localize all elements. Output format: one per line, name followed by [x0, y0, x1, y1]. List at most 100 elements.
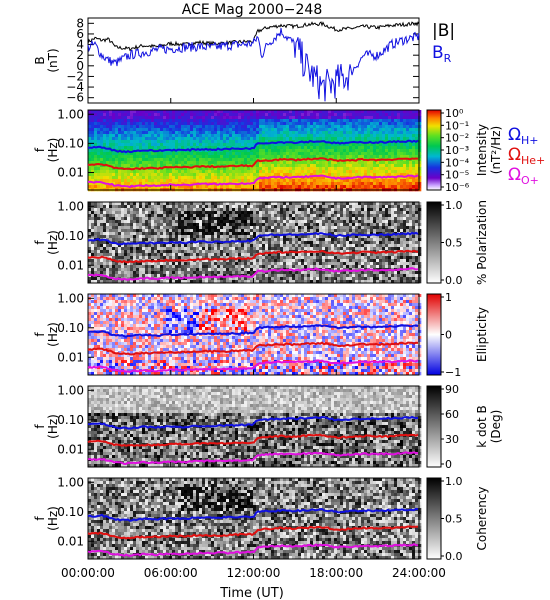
colorbar-tick-label: 10⁻²: [445, 132, 469, 145]
y-tick-label: 1.00: [57, 107, 84, 121]
y-tick-label: 0.10: [57, 136, 84, 150]
y-tick-label: 1.00: [57, 475, 84, 489]
he-plus-gyrofrequency-line: [87, 249, 419, 264]
y-tick-label: 0.10: [57, 505, 84, 519]
colorbar-tick-label: 0.5: [445, 237, 463, 250]
o-plus-gyrofrequency-line: [87, 174, 419, 189]
colorbar-label: Ellipticity: [475, 307, 489, 362]
legend-radial-field-sub: R: [444, 52, 452, 65]
colorbar-tick-label: 10⁻⁴: [445, 156, 470, 169]
y-tick-label: 0.01: [57, 350, 84, 364]
y-tick-label: 0.01: [57, 442, 84, 456]
colorbar-tick-label: 0.0: [445, 550, 463, 563]
series-radial-field-line: [87, 28, 420, 102]
colorbar-tick-label: 10⁻¹: [445, 119, 469, 132]
x-tick-label: 06:00:00: [144, 566, 198, 580]
y-axis-label: f: [33, 424, 47, 429]
panel-coherency: 1.00 0.10 0.01 f (Hz) 1.0 0.5 0.0 Coherency: [33, 475, 489, 563]
panel-polarization: 1.00 0.10 0.01 f (Hz) 1.0 0.5 0.0 % Polarization: [33, 199, 489, 287]
colorbar-tick-label: 0.0: [445, 274, 463, 287]
y-tick-label: 6: [76, 27, 84, 41]
colorbar-ramp: [426, 109, 442, 191]
colorbar-ramp: [426, 293, 442, 376]
colorbar: 1.0 0.5 0.0 Coherency: [426, 475, 489, 563]
x-axis-label: Time (UT): [219, 586, 284, 600]
y-axis-unit: (Hz): [46, 506, 60, 531]
colorbar: 90 60 30 0 k dot B (Deg): [426, 383, 503, 471]
x-tick-label: 12:00:00: [227, 566, 281, 580]
y-tick-label: 4: [76, 38, 84, 52]
panel-intensity: 1.00 0.10 0.01 f (Hz) 10⁰10⁻¹10⁻²10⁻³10⁻⁴10⁻⁵…: [33, 107, 503, 194]
colorbar-tick-label: 90: [445, 383, 459, 396]
legend-o-plus: ΩO+: [508, 165, 539, 187]
o-plus-gyrofrequency-line: [87, 267, 419, 281]
y-tick-label: 0.01: [57, 534, 84, 548]
y-axis-label: f: [33, 332, 47, 337]
y-axis-label: f: [33, 240, 47, 245]
colorbar-ramp: [426, 385, 442, 468]
colorbar-tick-label: 30: [445, 433, 459, 446]
h-plus-gyrofrequency-line: [87, 231, 419, 246]
legend-radial-field-base: B: [432, 43, 444, 63]
y-tick-label: 2: [76, 48, 84, 62]
h-plus-gyrofrequency-line: [87, 507, 419, 522]
x-tick-label: 18:00:00: [309, 566, 363, 580]
y-axis-unit: (Hz): [46, 322, 60, 347]
colorbar-tick-label: 10⁻⁶: [445, 181, 470, 194]
colorbar-tick-label: 10⁻⁵: [445, 169, 469, 182]
heatmap-cells: [88, 386, 422, 468]
panel-ellipticity: 1.00 0.10 0.01 f (Hz) 1 0 −1 Ellipticity: [33, 291, 489, 379]
colorbar-label: k dot B: [475, 405, 489, 447]
y-tick-label: −4: [66, 80, 84, 94]
time-axis: 00:00:00 06:00:00 12:00:00 18:00:00 24:00:00: [61, 98, 446, 580]
y-axis-label: f: [33, 147, 47, 152]
y-tick-label: 0.01: [57, 258, 84, 272]
y-tick-label: −6: [66, 91, 84, 105]
colorbar-unit: (Deg): [489, 410, 503, 444]
he-plus-gyrofrequency-line: [87, 525, 419, 540]
y-axis-unit: (Hz): [46, 414, 60, 439]
heatmap-cells: [88, 478, 422, 560]
o-plus-gyrofrequency-line: [87, 542, 419, 557]
x-tick-label: 00:00:00: [61, 566, 115, 580]
y-tick-label: 0.01: [57, 165, 84, 179]
y-tick-label: 0: [76, 59, 84, 73]
colorbar-tick-label: −1: [445, 366, 461, 379]
colorbar-ramp: [426, 201, 442, 284]
y-tick-label: 8: [76, 16, 84, 30]
colorbar-tick-label: 10⁻³: [445, 144, 469, 157]
legend-radial-field: BR: [432, 43, 452, 65]
colorbar-tick-label: 0.5: [445, 513, 463, 526]
legend-he-plus: ΩHe+: [508, 145, 545, 167]
y-tick-label: 1.00: [57, 383, 84, 397]
colorbar-tick-label: 0: [445, 458, 452, 471]
h-plus-gyrofrequency-line: [87, 139, 419, 154]
legend-h-plus: ΩH+: [508, 125, 539, 147]
y-tick-label: 0.10: [57, 413, 84, 427]
colorbar-ramp: [426, 477, 442, 560]
colorbar-tick-label: 60: [445, 408, 459, 421]
colorbar: 1 0 −1 Ellipticity: [426, 291, 489, 379]
plot-frame: [87, 17, 420, 104]
colorbar-tick-label: 1.0: [445, 199, 463, 212]
legend-total-field: |B|: [432, 21, 455, 41]
y-tick-label: −2: [66, 69, 84, 83]
y-tick-label: 0.10: [57, 321, 84, 335]
figure-title: ACE Mag 2000−248: [182, 2, 322, 18]
y-axis-unit: (Hz): [46, 230, 60, 255]
h-plus-gyrofrequency-line: [88, 415, 419, 430]
gyro-legend: ΩH+ ΩHe+ ΩO+: [508, 125, 545, 187]
panel-kdotb: 1.00 0.10 0.01 f (Hz) 90 60 30 0 k dot B (Deg): [33, 383, 503, 471]
y-tick-label: 0.10: [57, 229, 84, 243]
y-axis-unit: (Hz): [46, 138, 60, 163]
he-plus-gyrofrequency-line: [87, 157, 419, 171]
o-plus-gyrofrequency-line: [87, 359, 419, 374]
y-axis-unit: (nT): [46, 48, 60, 72]
colorbar-label: Intensity: [475, 124, 489, 176]
colorbar-unit: (nT²/Hz): [489, 126, 503, 174]
he-plus-gyrofrequency-line: [87, 433, 419, 447]
colorbar-tick-label: 0: [445, 329, 452, 342]
colorbar-tick-label: 10⁰: [445, 107, 464, 120]
y-axis-label: B: [33, 56, 47, 64]
